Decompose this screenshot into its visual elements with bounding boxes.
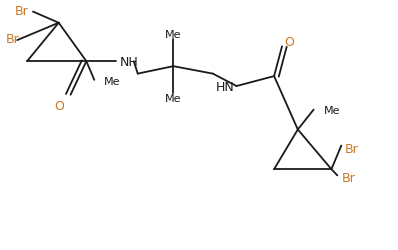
Text: Br: Br bbox=[5, 33, 19, 46]
Text: NH: NH bbox=[120, 56, 139, 68]
Text: Me: Me bbox=[165, 30, 181, 40]
Text: HN: HN bbox=[216, 80, 234, 93]
Text: Me: Me bbox=[324, 105, 340, 115]
Text: Br: Br bbox=[15, 5, 29, 18]
Text: Br: Br bbox=[345, 142, 359, 155]
Text: Me: Me bbox=[165, 94, 181, 104]
Text: O: O bbox=[54, 100, 64, 113]
Text: O: O bbox=[284, 36, 294, 49]
Text: Br: Br bbox=[341, 172, 355, 185]
Text: Me: Me bbox=[104, 77, 121, 87]
